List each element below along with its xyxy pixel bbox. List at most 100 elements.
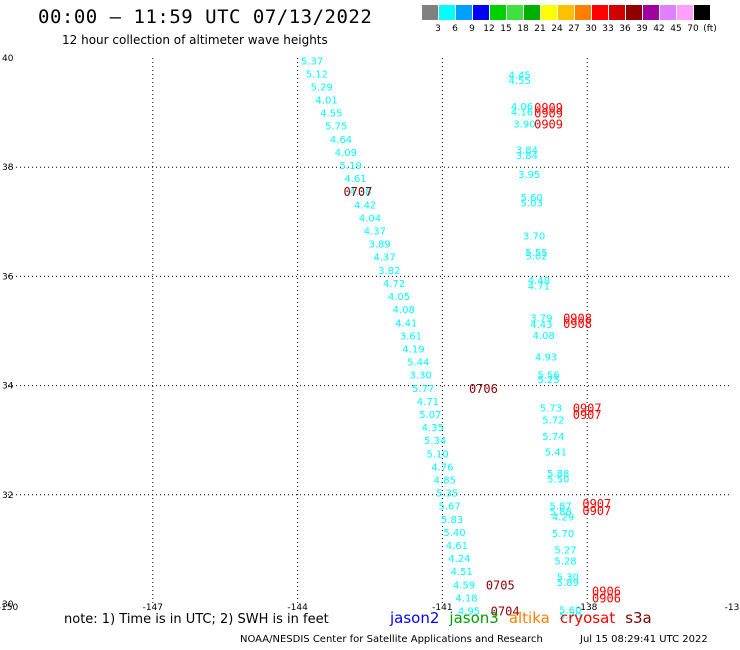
wave-height-label: 4.24 (448, 554, 470, 565)
wave-height-label: 4.35 (422, 423, 444, 434)
credit-line: NOAA/NESDIS Center for Satellite Applica… (240, 634, 543, 645)
satellite-legend-item: altika (508, 609, 550, 627)
wave-height-label: 5.60 (559, 605, 581, 616)
wave-height-label: 3.84 (516, 146, 538, 157)
wave-height-label: 3.79 (530, 313, 552, 324)
page-title: 00:00 – 11:59 UTC 07/13/2022 (38, 6, 373, 28)
wave-height-label: 3.70 (523, 231, 545, 242)
wave-height-label: 5.50 (547, 474, 569, 485)
color-scale-label: 24 (551, 24, 563, 34)
wave-height-label: 5.30 (557, 573, 579, 584)
wave-height-label: 4.18 (455, 593, 477, 604)
x-tick-label: -138 (577, 603, 598, 613)
x-tick-label: -147 (143, 603, 163, 613)
wave-height-label: 5.34 (424, 436, 446, 447)
pass-time-label: 0908 (563, 311, 592, 325)
pass-time-label: 0909 (534, 107, 563, 121)
color-swatch (507, 5, 523, 20)
wave-height-label: 4.01 (315, 95, 337, 106)
wave-height-label: 4.16 (511, 108, 533, 119)
wave-height-label: 5.60 (521, 193, 543, 204)
wave-height-label: 3.84 (516, 151, 538, 162)
satellite-legend: jason2 jason3 altika cryosat s3a (390, 609, 662, 627)
wave-height-label: 4.51 (451, 567, 473, 578)
wave-height-label: 5.74 (542, 432, 564, 443)
wave-height-label: 4.08 (393, 305, 415, 316)
wave-height-label: 3.90 (513, 120, 535, 131)
wave-height-label: 5.67 (439, 502, 461, 513)
wave-height-label: 5.44 (407, 358, 429, 369)
wave-height-label: 4.55 (320, 109, 342, 120)
wave-height-label: 4.55 (508, 76, 530, 87)
generation-timestamp: Jul 15 08:29:41 UTC 2022 (580, 634, 708, 645)
wave-height-label: 5.10 (426, 449, 448, 460)
wave-height-label: 4.19 (402, 344, 424, 355)
wave-height-label: 4.95 (458, 607, 480, 618)
pass-time-label: 0909 (534, 101, 563, 115)
wave-height-label: 4.41 (395, 318, 417, 329)
wave-height-label: 4.61 (344, 174, 366, 185)
wave-height-label: 4.06 (511, 102, 533, 113)
satellite-legend-item: jason2 (390, 609, 440, 627)
color-scale-label: 6 (452, 24, 458, 34)
wave-height-label: 4.37 (373, 253, 395, 264)
wave-height-label: 5.55 (525, 248, 547, 259)
wave-height-label: 5.70 (559, 611, 581, 622)
satellite-legend-item: cryosat (559, 609, 616, 627)
color-swatch (439, 5, 455, 20)
pass-time-label: 0906 (592, 584, 621, 598)
wave-height-label: 5.88 (547, 469, 569, 480)
wave-height-label: 5.56 (537, 371, 559, 382)
wave-height-label: 5.35 (436, 489, 458, 500)
wave-height-label: 5.40 (443, 528, 465, 539)
color-swatch (694, 5, 710, 20)
pass-time-label: 0705 (486, 578, 515, 592)
wave-height-label: 5.72 (542, 415, 564, 426)
wave-height-label: 3.89 (369, 240, 391, 251)
color-swatch (626, 5, 642, 20)
wave-height-label: 4.76 (431, 462, 453, 473)
color-swatch (490, 5, 506, 20)
color-scale-label: 30 (585, 24, 597, 34)
pass-time-label: 0907 (582, 497, 611, 511)
wave-height-label: 4.37 (364, 227, 386, 238)
wave-height-label: 3.95 (518, 170, 540, 181)
wave-height-label: 4.71 (528, 282, 550, 293)
wave-height-label: 4.93 (535, 353, 557, 364)
color-swatch (592, 5, 608, 20)
wave-height-label: 4.38 (349, 187, 371, 198)
wave-height-label: 5.12 (306, 69, 328, 80)
wave-height-label: 5.89 (557, 578, 579, 589)
pass-time-label: 0707 (343, 185, 372, 199)
y-tick-label: 40 (2, 54, 14, 64)
wave-height-label: 5.70 (552, 529, 574, 540)
wave-height-label: 5.19 (340, 161, 362, 172)
x-tick-label: -150 (0, 603, 18, 613)
wave-height-label: 4.45 (508, 70, 530, 81)
color-swatch (456, 5, 472, 20)
color-scale-label: 9 (469, 24, 475, 34)
wave-height-label: 4.71 (417, 397, 439, 408)
color-scale-label: 70 (687, 24, 699, 34)
color-scale-label: 12 (483, 24, 495, 34)
wave-height-label: 4.85 (434, 476, 456, 487)
color-swatch (524, 5, 540, 20)
wave-height-label: 4.72 (383, 279, 405, 290)
wave-height-label: 5.03 (521, 199, 543, 210)
wave-height-label: 4.48 (528, 276, 550, 287)
wave-height-label: 4.29 (552, 513, 574, 524)
wave-height-label: 5.41 (545, 448, 567, 459)
wave-height-label: 4.08 (533, 331, 555, 342)
color-scale-label: 21 (534, 24, 546, 34)
pass-time-label: 0909 (534, 118, 563, 132)
color-swatch (558, 5, 574, 20)
wave-height-label: 5.28 (554, 556, 576, 567)
wave-height-label: 4.04 (359, 213, 381, 224)
y-tick-label: 30 (2, 600, 14, 610)
wave-height-label: 5.29 (311, 82, 333, 93)
wave-height-label: 5.73 (540, 403, 562, 414)
color-scale-label: 18 (517, 24, 529, 34)
color-swatch (677, 5, 693, 20)
color-swatch (422, 5, 438, 20)
